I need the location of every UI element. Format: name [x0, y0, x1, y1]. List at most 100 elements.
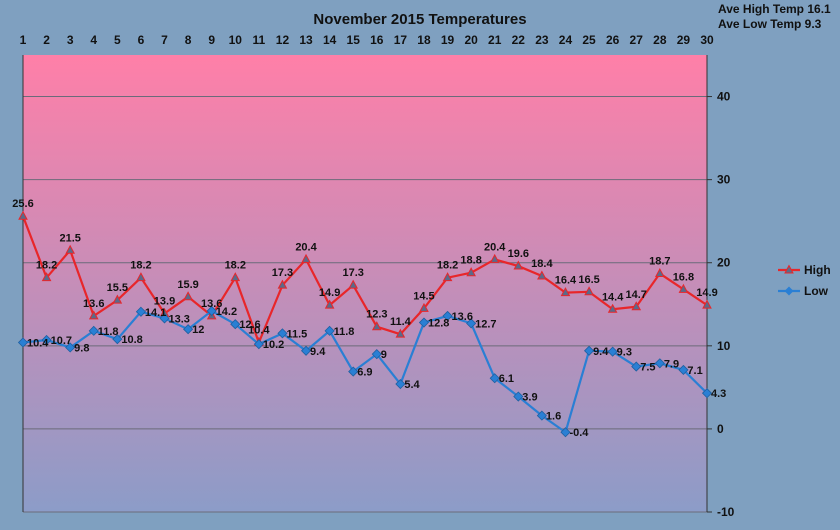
high-point — [513, 260, 524, 270]
low-point — [206, 305, 217, 316]
low-data-label: 7.9 — [664, 358, 679, 370]
high-point — [112, 294, 123, 304]
low-data-label: 9.8 — [74, 342, 89, 354]
low-point — [489, 373, 500, 384]
high-data-label: 13.6 — [83, 298, 104, 310]
low-point — [348, 366, 359, 377]
x-tick-label: 28 — [653, 33, 667, 47]
x-tick-label: 12 — [276, 33, 290, 47]
low-point — [607, 346, 618, 357]
high-point — [654, 267, 665, 278]
x-tick-label: 26 — [606, 33, 620, 47]
high-data-label: 17.3 — [342, 267, 363, 279]
low-data-label: 4.3 — [711, 388, 726, 400]
low-data-label: 12.6 — [239, 319, 260, 331]
low-point — [65, 342, 76, 353]
x-tick-label: 2 — [43, 33, 50, 47]
x-tick-label: 22 — [512, 33, 526, 47]
x-tick-label: 29 — [677, 33, 691, 47]
high-data-label: 16.4 — [555, 275, 577, 287]
high-point — [702, 299, 712, 309]
x-tick-label: 4 — [90, 33, 97, 47]
low-data-label: 11.8 — [98, 326, 119, 338]
low-point — [513, 391, 524, 402]
low-point — [17, 337, 29, 348]
high-data-label: 12.3 — [366, 309, 387, 321]
low-data-label: 5.4 — [404, 379, 420, 391]
high-data-label: 14.7 — [626, 289, 647, 301]
low-point — [135, 306, 146, 317]
low-point — [230, 319, 241, 330]
high-point — [88, 310, 99, 320]
x-tick-label: 16 — [370, 33, 384, 47]
high-point — [419, 302, 429, 312]
low-point — [466, 318, 477, 329]
low-point — [371, 349, 382, 360]
x-tick-label: 21 — [488, 33, 502, 47]
x-tick-label: 10 — [229, 33, 243, 47]
low-data-label: 11.5 — [286, 328, 307, 340]
y-tick-label: -10 — [717, 505, 735, 519]
high-data-label: 18.2 — [130, 260, 151, 272]
chart-title: November 2015 Temperatures — [313, 11, 526, 28]
x-tick-label: 8 — [185, 33, 192, 47]
high-data-label: 25.6 — [12, 198, 33, 210]
y-tick-labels: -10 0 10 20 30 40 — [717, 90, 735, 519]
x-tick-label: 15 — [347, 33, 361, 47]
high-point — [183, 291, 193, 301]
low-point — [584, 345, 595, 356]
high-data-label: 18.7 — [649, 256, 670, 268]
low-data-label: 13.3 — [169, 313, 190, 325]
low-point — [442, 310, 453, 321]
high-legend-label: High — [804, 263, 831, 277]
high-data-label: 14.4 — [602, 291, 624, 303]
low-point — [277, 328, 288, 339]
low-point — [112, 334, 123, 345]
low-point — [654, 358, 665, 369]
high-data-label: 18.2 — [225, 260, 246, 272]
high-data-label: 19.6 — [508, 248, 529, 260]
low-data-label: 3.9 — [522, 392, 537, 404]
high-point — [395, 328, 406, 338]
low-point — [678, 364, 689, 375]
x-tick-label: 13 — [299, 33, 313, 47]
high-data-label: 18.2 — [437, 260, 458, 272]
high-point — [537, 270, 547, 280]
high-data-label: 18.4 — [531, 258, 553, 270]
high-point — [607, 303, 618, 313]
low-point — [631, 361, 642, 372]
x-tick-label: 14 — [323, 33, 337, 47]
high-data-label: 20.4 — [484, 241, 506, 253]
high-data-label: 15.5 — [107, 282, 128, 294]
x-tick-label: 11 — [253, 33, 266, 47]
x-tick-label: 23 — [535, 33, 549, 47]
y-tick-label: 30 — [717, 173, 731, 187]
low-data-label: 1.6 — [546, 411, 561, 423]
low-data-label: 9.4 — [310, 346, 326, 358]
low-point — [300, 345, 312, 356]
low-data-label: 7.5 — [640, 362, 655, 374]
low-legend-label: Low — [804, 284, 829, 298]
low-point — [395, 378, 406, 390]
low-point — [41, 334, 52, 346]
low-data-label: 10.8 — [121, 334, 142, 346]
x-tick-label: 6 — [138, 33, 145, 47]
legend: High Low — [778, 263, 831, 298]
low-point — [253, 339, 264, 350]
low-data-label: 11.8 — [334, 326, 355, 338]
low-point — [324, 325, 335, 336]
x-tick-label: 5 — [114, 33, 121, 47]
high-point — [584, 286, 594, 296]
x-tick-labels: 1 2 3 4 5 6 7 8 9 10 11 12 13 14 15 16 17 18 19 20 21 22 23 24 2… — [20, 33, 714, 47]
high-data-label: 14.9 — [696, 287, 717, 299]
ave-high-stat: Ave High Temp 16.1 — [718, 2, 831, 16]
high-data-label: 16.8 — [673, 271, 694, 283]
high-point — [489, 253, 500, 263]
high-point — [65, 244, 76, 254]
low-legend-marker — [784, 286, 794, 296]
high-point — [371, 321, 382, 331]
low-data-label: 7.1 — [687, 365, 702, 377]
low-data-label: 10.2 — [263, 339, 284, 351]
high-data-label: 14.9 — [319, 287, 340, 299]
